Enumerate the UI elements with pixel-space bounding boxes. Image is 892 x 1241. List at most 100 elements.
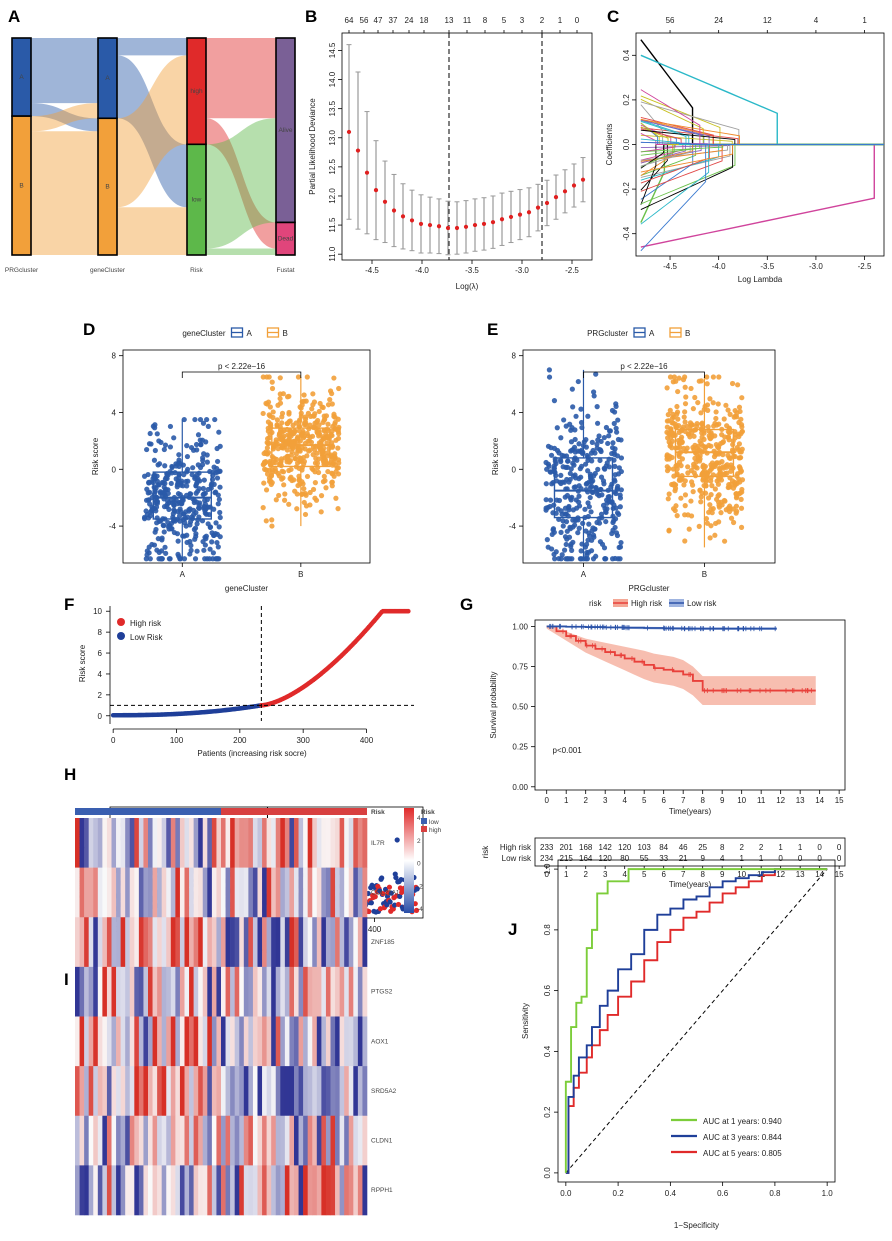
- jitter-point: [181, 511, 187, 517]
- jitter-point: [554, 425, 560, 431]
- jitter-point: [559, 552, 565, 558]
- jitter-point: [181, 556, 188, 562]
- heatmap-cell: [289, 1165, 295, 1216]
- jitter-point: [696, 523, 702, 529]
- sankey-node-label: Alive: [278, 127, 292, 134]
- heatmap-cell: [303, 818, 308, 868]
- heatmap-cell: [207, 1165, 213, 1216]
- jitter-point: [203, 533, 209, 539]
- heatmap-cell: [93, 1165, 99, 1216]
- jitter-point: [602, 466, 608, 472]
- heatmap-cell: [189, 966, 194, 1017]
- jitter-point: [309, 406, 315, 412]
- heatmap-cell: [230, 818, 235, 868]
- jitter-point: [682, 492, 689, 498]
- jitter-point: [709, 432, 715, 438]
- heatmap-cell: [243, 818, 249, 868]
- jitter-point: [160, 480, 166, 486]
- heatmap-cell: [125, 867, 131, 918]
- heatmap-cell: [106, 818, 112, 868]
- top-tick-label: 1: [862, 16, 867, 25]
- jitter-point: [553, 549, 559, 555]
- panel-c-lasso-path: -4.5 -4.0 -3.5 -3.0 -2.5 -0.4 -0.2 0.0 0.2 0.4 56 2…: [605, 16, 885, 284]
- heatmap-cell: [157, 1066, 162, 1117]
- risk-table-cell: 1: [798, 843, 803, 852]
- jitter-point: [215, 501, 221, 507]
- y-axis-label: Risk score: [91, 437, 100, 475]
- heatmap-cell: [225, 1016, 231, 1067]
- jitter-point: [704, 374, 710, 380]
- x-tick-label: B: [702, 570, 707, 579]
- jitter-point: [614, 486, 621, 492]
- box-a: [553, 457, 614, 519]
- jitter-point: [562, 534, 569, 540]
- x-axis-label: Log Lambda: [738, 275, 783, 284]
- jitter-point: [288, 428, 294, 435]
- heatmap-cell: [257, 1165, 263, 1216]
- heatmap-cell: [84, 867, 89, 918]
- heatmap-cell: [275, 867, 281, 918]
- heatmap-cell: [120, 1066, 126, 1117]
- jitter-point: [569, 547, 575, 553]
- legend-dot: [117, 618, 125, 626]
- jitter-point: [699, 490, 705, 496]
- jitter-point: [336, 431, 342, 437]
- jitter-point: [555, 506, 561, 512]
- heatmap-cell: [175, 1016, 181, 1067]
- jitter-point: [318, 493, 325, 499]
- heatmap-cell: [262, 1115, 267, 1166]
- heatmap-cell: [357, 1115, 363, 1166]
- row-label-aox1: AOX1: [371, 1038, 389, 1045]
- heatmap-cell: [252, 1016, 258, 1067]
- heatmap-cell: [239, 1165, 245, 1216]
- sankey-node-label: A: [105, 75, 110, 82]
- jitter-point: [715, 445, 722, 451]
- jitter-point: [569, 386, 575, 392]
- jitter-point: [733, 495, 740, 501]
- heatmap-cell: [88, 1115, 94, 1166]
- coefficient-path: [640, 95, 884, 145]
- heatmap-cell: [307, 867, 313, 918]
- jitter-point: [716, 492, 722, 498]
- jitter-point: [215, 544, 221, 550]
- jitter-point: [175, 538, 181, 544]
- heatmap-cell: [362, 917, 368, 968]
- x-tick-label: 5: [642, 796, 647, 805]
- heatmap-cell: [175, 966, 181, 1017]
- x-tick-label: 7: [681, 796, 686, 805]
- heatmap-cell: [75, 867, 80, 918]
- jitter-point: [194, 521, 200, 527]
- jitter-point: [336, 460, 342, 466]
- heatmap-cell: [353, 1115, 359, 1166]
- jitter-point: [587, 471, 593, 477]
- heatmap-cell: [216, 1115, 222, 1166]
- jitter-point: [682, 409, 688, 415]
- jitter-point: [673, 378, 679, 384]
- heatmap-cell: [202, 818, 208, 868]
- heatmap-cell: [211, 1115, 217, 1166]
- jitter-point: [302, 446, 308, 452]
- jitter-point: [612, 555, 618, 562]
- heatmap-cell: [84, 1165, 89, 1216]
- jitter-point: [613, 401, 619, 407]
- heatmap-cell: [271, 1115, 277, 1166]
- heatmap-cell: [120, 1016, 126, 1067]
- heatmap-cell: [325, 1066, 331, 1117]
- heatmap-cell: [266, 867, 272, 918]
- jitter-point: [698, 499, 704, 505]
- jitter-point: [184, 539, 190, 546]
- jitter-point: [163, 550, 169, 556]
- jitter-point: [730, 485, 737, 491]
- heatmap-cell: [125, 818, 131, 868]
- jitter-point: [666, 527, 672, 533]
- heatmap-cell: [189, 1165, 194, 1216]
- coefficient-path: [640, 144, 884, 176]
- jitter-point: [209, 539, 215, 545]
- cv-point: [535, 205, 541, 210]
- heatmap-cell: [93, 867, 99, 918]
- jitter-point: [310, 452, 316, 458]
- risk-table-cell: 142: [599, 843, 613, 852]
- risk-table-cell: 0: [817, 854, 822, 863]
- p-value: p<0.001: [553, 746, 583, 755]
- jitter-point: [263, 400, 269, 407]
